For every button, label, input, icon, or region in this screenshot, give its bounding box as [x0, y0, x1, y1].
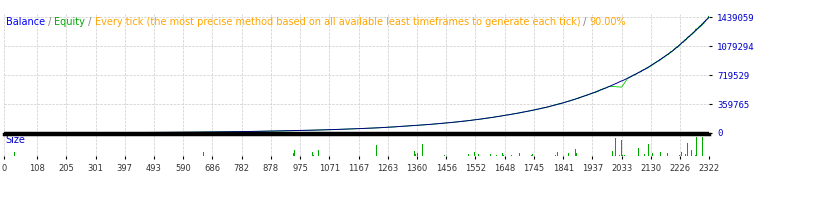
Text: Equity: Equity: [54, 17, 85, 27]
Text: 90.00%: 90.00%: [589, 17, 626, 27]
Text: /: /: [44, 17, 54, 27]
Text: Balance: Balance: [6, 17, 44, 27]
Text: /: /: [85, 17, 94, 27]
Text: Size: Size: [6, 135, 25, 145]
Text: Every tick (the most precise method based on all available least timeframes to g: Every tick (the most precise method base…: [94, 17, 579, 27]
Text: /: /: [579, 17, 589, 27]
